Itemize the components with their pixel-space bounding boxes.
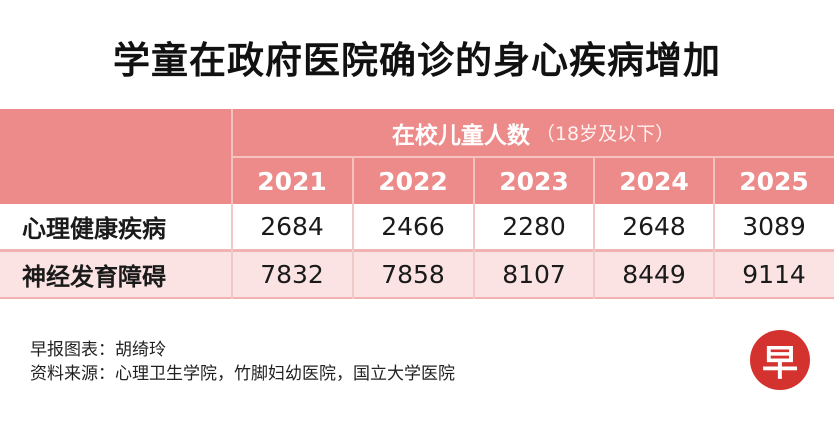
column-divider xyxy=(473,204,475,299)
column-header-year: 2025 xyxy=(739,166,809,196)
column-divider xyxy=(352,204,354,299)
table-cell: 7858 xyxy=(381,260,445,289)
source-text: 心理卫生学院，竹脚妇幼医院，国立大学医院 xyxy=(115,364,455,384)
row-divider xyxy=(0,297,834,299)
column-divider xyxy=(231,204,233,299)
column-divider xyxy=(713,204,715,299)
header-divider xyxy=(713,157,715,204)
column-group-header: 在校儿童人数 （18岁及以下） xyxy=(232,109,834,156)
header-divider xyxy=(593,157,595,204)
zaobao-logo-icon: 早 xyxy=(750,330,810,390)
column-header-year: 2023 xyxy=(499,166,569,196)
table-cell: 2684 xyxy=(260,212,324,241)
table-cell: 2466 xyxy=(381,212,445,241)
table-row: 神经发育障碍 7832 7858 8107 8449 9114 xyxy=(0,252,834,297)
column-group-note: （18岁及以下） xyxy=(535,123,675,145)
column-group-label: 在校儿童人数 xyxy=(391,122,530,149)
table-cell: 8449 xyxy=(622,260,686,289)
header-divider xyxy=(473,157,475,204)
header-divider xyxy=(352,157,354,204)
table-row: 心理健康疾病 2684 2466 2280 2648 3089 xyxy=(0,204,834,249)
table-cell: 8107 xyxy=(502,260,566,289)
table-cell: 3089 xyxy=(742,212,806,241)
source-line: 资料来源： 心理卫生学院，竹脚妇幼医院，国立大学医院 xyxy=(30,362,455,386)
credit-name: 胡绮玲 xyxy=(115,340,166,360)
credit-line: 早报图表： 胡绮玲 xyxy=(30,338,455,362)
table-cell: 7832 xyxy=(260,260,324,289)
column-header-year: 2024 xyxy=(619,166,689,196)
row-label: 神经发育障碍 xyxy=(22,263,166,291)
source-label: 资料来源： xyxy=(30,364,115,384)
table-cell: 9114 xyxy=(742,260,806,289)
header-divider-horizontal xyxy=(232,156,834,158)
column-divider xyxy=(593,204,595,299)
table-cell: 2280 xyxy=(502,212,566,241)
row-label: 心理健康疾病 xyxy=(22,215,166,243)
row-divider xyxy=(0,249,834,252)
column-header-year: 2022 xyxy=(378,166,448,196)
table-cell: 2648 xyxy=(622,212,686,241)
chart-title: 学童在政府医院确诊的身心疾病增加 xyxy=(113,39,721,82)
column-header-year: 2021 xyxy=(257,166,327,196)
chart-footer: 早报图表： 胡绮玲 资料来源： 心理卫生学院，竹脚妇幼医院，国立大学医院 xyxy=(30,338,455,386)
credit-label: 早报图表： xyxy=(30,340,115,360)
logo-glyph: 早 xyxy=(761,343,798,384)
